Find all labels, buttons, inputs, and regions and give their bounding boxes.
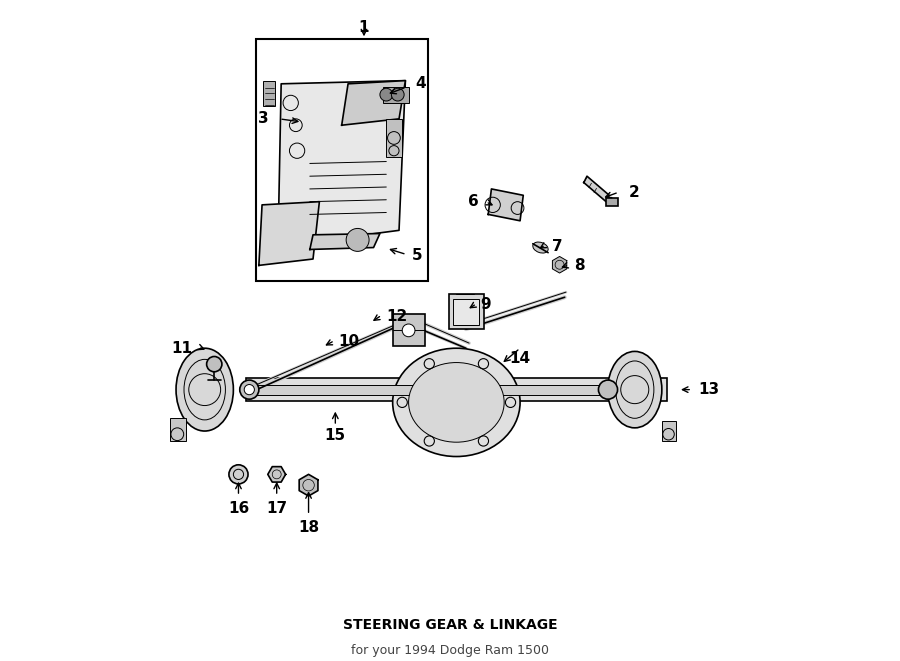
Bar [454, 299, 479, 325]
Polygon shape [259, 202, 320, 265]
Circle shape [392, 89, 404, 101]
Ellipse shape [608, 352, 662, 428]
Text: 9: 9 [481, 297, 491, 313]
Text: 4: 4 [415, 76, 426, 91]
Bar [383, 87, 409, 103]
Ellipse shape [392, 348, 520, 457]
Text: 8: 8 [574, 258, 585, 273]
Circle shape [598, 380, 617, 399]
Text: 15: 15 [325, 428, 346, 443]
Text: 1: 1 [359, 20, 369, 35]
Bar [264, 81, 274, 106]
Text: 12: 12 [386, 309, 408, 324]
Bar [170, 418, 185, 441]
Bar [449, 294, 484, 329]
Text: for your 1994 Dodge Ram 1500: for your 1994 Dodge Ram 1500 [351, 644, 549, 658]
Bar [606, 198, 617, 206]
Bar [249, 385, 606, 395]
Bar [386, 119, 402, 157]
Text: 2: 2 [628, 184, 639, 200]
Ellipse shape [176, 348, 233, 431]
Circle shape [229, 465, 248, 484]
Bar [662, 422, 676, 441]
Circle shape [207, 356, 222, 371]
Ellipse shape [533, 242, 548, 253]
Polygon shape [488, 189, 523, 221]
Text: 6: 6 [468, 194, 479, 209]
Text: 16: 16 [228, 501, 249, 516]
Polygon shape [553, 256, 567, 273]
Bar [392, 315, 425, 346]
Polygon shape [310, 233, 380, 249]
Circle shape [402, 324, 415, 336]
Circle shape [380, 89, 392, 101]
Bar [256, 39, 428, 282]
Text: 10: 10 [338, 334, 360, 350]
Text: STEERING GEAR & LINKAGE: STEERING GEAR & LINKAGE [343, 618, 557, 632]
Bar [246, 379, 667, 401]
Text: 18: 18 [298, 520, 320, 535]
Text: 17: 17 [266, 501, 287, 516]
Text: 3: 3 [257, 111, 268, 126]
Polygon shape [278, 81, 405, 247]
Text: 5: 5 [412, 249, 422, 263]
Circle shape [346, 229, 369, 251]
Polygon shape [342, 81, 405, 125]
Text: 13: 13 [698, 382, 720, 397]
Ellipse shape [409, 362, 504, 442]
Circle shape [239, 380, 259, 399]
Polygon shape [268, 467, 285, 482]
Polygon shape [584, 176, 609, 202]
Text: 7: 7 [552, 239, 562, 254]
Circle shape [244, 385, 255, 395]
Text: 14: 14 [509, 352, 531, 366]
Polygon shape [299, 475, 318, 496]
Text: 11: 11 [171, 340, 192, 356]
